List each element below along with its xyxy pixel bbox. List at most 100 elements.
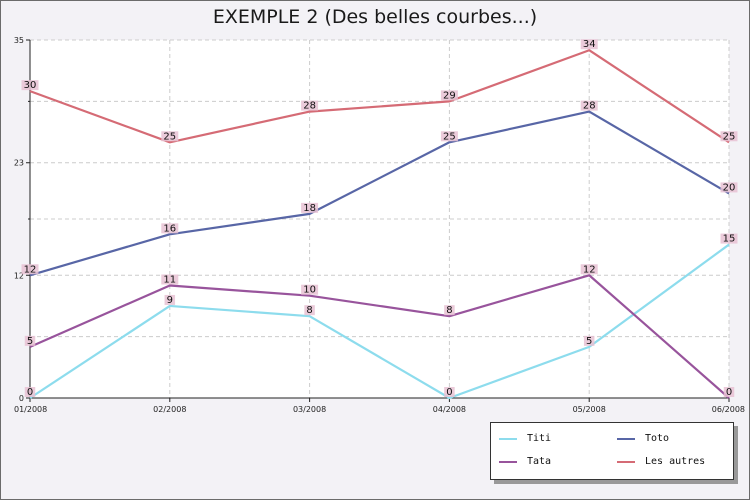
legend-item-titi: Titi <box>499 433 551 444</box>
data-label: 30 <box>24 80 37 91</box>
data-label-bg <box>161 131 179 142</box>
data-label-bg <box>580 264 598 275</box>
data-labels: 0 9 8 0 5 15 12 16 18 25 28 20 5 11 10 8 12 0 30 25 28 29 34 25 <box>21 39 738 398</box>
data-point-tata: 0 <box>723 387 735 398</box>
data-point-les-autres: 28 <box>301 100 319 112</box>
data-label-bg <box>21 264 39 275</box>
grid <box>30 39 730 398</box>
data-label-bg <box>301 100 319 111</box>
data-point-toto: 20 <box>720 182 738 193</box>
data-point-les-autres: 25 <box>161 131 179 142</box>
chart-title: EXEMPLE 2 (Des belles courbes...) <box>212 6 538 28</box>
data-label: 8 <box>306 305 312 316</box>
data-point-toto: 25 <box>440 131 458 142</box>
data-point-toto: 12 <box>21 264 39 275</box>
legend-swatch-toto <box>617 437 635 440</box>
data-point-tata: 11 <box>161 274 179 285</box>
data-label-bg <box>164 294 176 305</box>
x-tick-label: 03/2008 <box>293 405 326 414</box>
y-tick-label: 23 <box>14 159 24 168</box>
data-label-bg <box>720 233 738 244</box>
data-label: 0 <box>446 387 452 398</box>
data-point-toto: 16 <box>161 223 179 234</box>
data-label: 9 <box>167 295 173 306</box>
data-label-bg <box>161 274 179 285</box>
data-point-titi: 0 <box>444 387 455 398</box>
legend-label-toto: Toto <box>645 433 670 444</box>
axes: 0 12 23 35 01/2008 02/2008 03/2008 04/2008 05/20… <box>14 36 745 414</box>
data-label-bg <box>444 305 455 316</box>
data-point-tata: 10 <box>301 284 319 296</box>
data-point-tata: 5 <box>24 335 36 347</box>
data-label-bg <box>583 335 595 346</box>
data-label-bg <box>720 182 738 193</box>
legend-swatch-les-autres <box>617 460 635 463</box>
series-lines <box>29 49 730 400</box>
data-label-bg <box>304 305 315 316</box>
legend-label-les-autres: Les autres <box>645 456 706 467</box>
x-tick-label: 05/2008 <box>573 405 606 414</box>
legend-item-les-autres: Les autres <box>617 456 705 467</box>
data-label: 11 <box>163 274 176 285</box>
data-label-bg <box>580 100 598 111</box>
data-label: 16 <box>163 223 176 234</box>
data-label-bg <box>301 202 319 213</box>
data-label-bg <box>580 39 598 50</box>
legend-item-toto: Toto <box>617 433 669 444</box>
y-tick-label: 35 <box>14 36 24 45</box>
x-tick-label: 01/2008 <box>14 405 47 414</box>
data-label-bg <box>440 90 458 101</box>
data-label: 25 <box>723 131 736 142</box>
data-point-titi: 0 <box>24 387 36 398</box>
data-label-bg <box>723 387 735 397</box>
plot-area <box>30 40 729 398</box>
data-point-les-autres: 34 <box>580 39 598 50</box>
data-label: 29 <box>443 90 456 101</box>
data-label-bg <box>444 387 455 397</box>
data-label-bg <box>24 387 36 397</box>
data-point-titi: 9 <box>164 294 176 306</box>
data-point-les-autres: 25 <box>720 131 738 142</box>
data-point-titi: 8 <box>304 305 315 316</box>
legend-swatch-tata <box>499 460 517 463</box>
data-label: 12 <box>583 264 596 275</box>
legend: Titi Toto Tata Les autres <box>490 422 734 480</box>
x-tick-label: 04/2008 <box>433 405 466 414</box>
data-point-toto: 18 <box>301 202 319 214</box>
legend-swatch-titi <box>499 437 517 440</box>
data-label: 18 <box>303 203 316 214</box>
y-tick-label: 0 <box>19 394 24 403</box>
legend-item-tata: Tata <box>499 456 551 467</box>
data-point-tata: 12 <box>580 264 598 275</box>
data-label: 5 <box>27 336 33 347</box>
series-line-titi <box>29 243 730 400</box>
data-label-bg <box>720 131 738 142</box>
data-label: 5 <box>586 336 592 347</box>
data-label: 0 <box>726 387 732 398</box>
data-label: 25 <box>163 131 176 142</box>
legend-label-titi: Titi <box>527 433 552 444</box>
data-point-titi: 5 <box>583 335 595 347</box>
data-label: 28 <box>303 101 316 112</box>
x-tick-label: 02/2008 <box>153 405 186 414</box>
series-line-tata <box>29 274 730 399</box>
data-label-bg <box>440 131 458 142</box>
data-label-bg <box>161 223 179 234</box>
data-label: 10 <box>303 285 316 296</box>
legend-label-tata: Tata <box>527 456 552 467</box>
data-point-titi: 15 <box>720 233 738 245</box>
data-point-les-autres: 29 <box>440 90 458 101</box>
data-label: 8 <box>446 305 452 316</box>
data-point-tata: 8 <box>444 305 455 316</box>
data-label: 25 <box>443 131 456 142</box>
data-label-bg <box>24 335 36 346</box>
data-label: 0 <box>27 387 33 398</box>
series-line-toto <box>29 110 730 277</box>
data-point-les-autres: 30 <box>21 80 39 91</box>
data-label: 12 <box>24 264 37 275</box>
data-label-bg <box>21 80 39 91</box>
data-label: 15 <box>723 234 736 245</box>
y-tick-label: 12 <box>14 271 24 280</box>
data-label: 28 <box>583 101 596 112</box>
